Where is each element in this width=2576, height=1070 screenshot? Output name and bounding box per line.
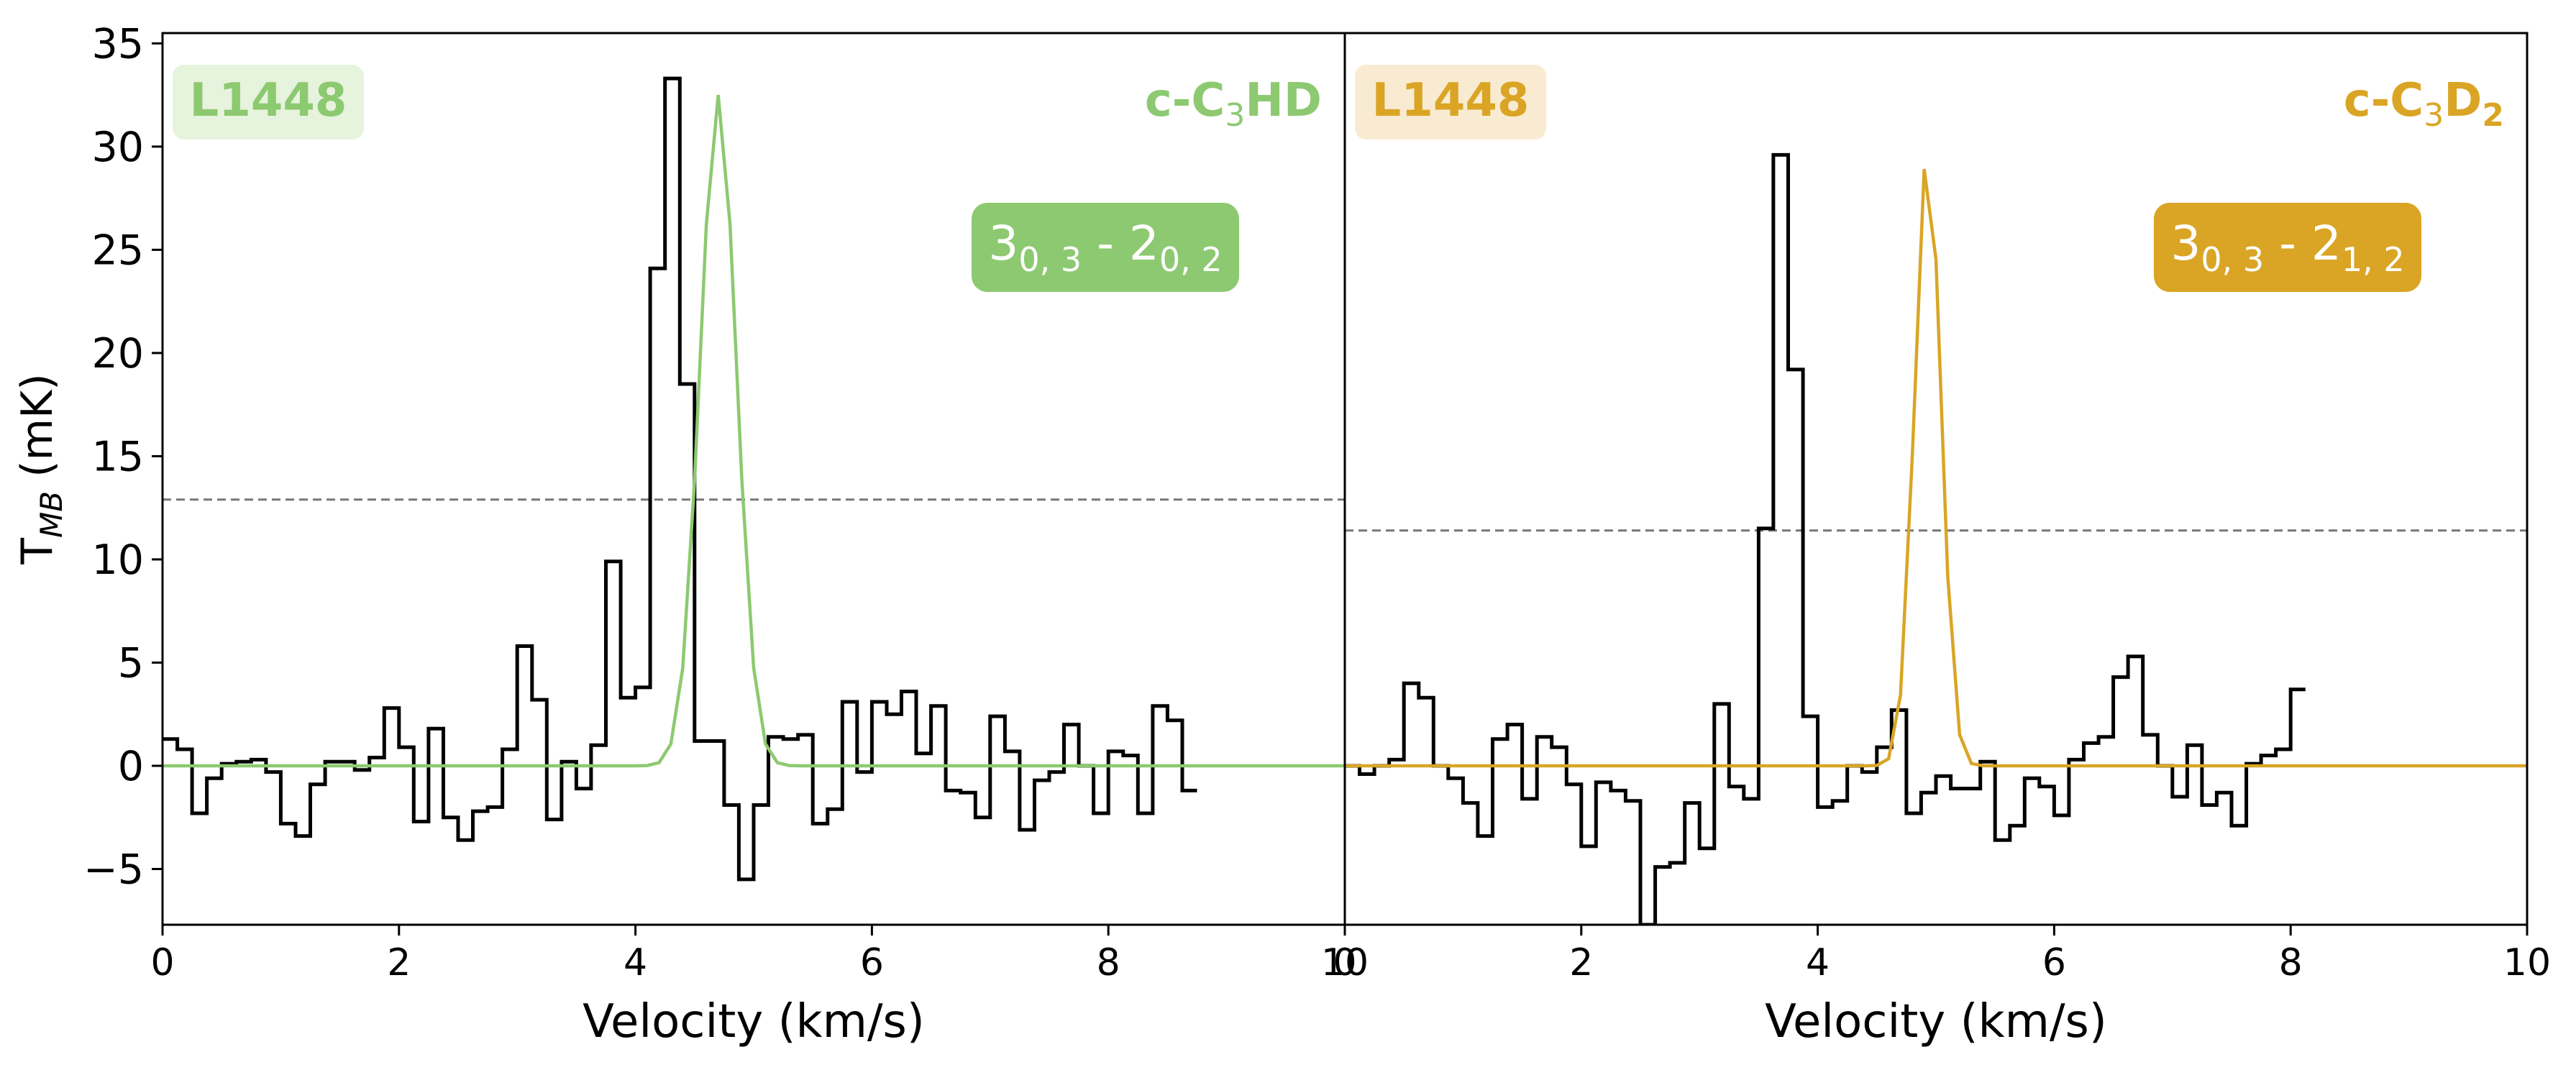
transition-label: 30, 3 - 21, 2 <box>2170 216 2404 279</box>
x-tick-label: 8 <box>1097 941 1120 984</box>
x-tick-label: 4 <box>1806 941 1830 984</box>
species-label: c-C3D2 <box>2344 74 2504 134</box>
x-tick-label: 10 <box>2503 941 2551 984</box>
transition-upper-sub: 0, 3 <box>2201 240 2264 279</box>
transition-badge <box>2154 203 2421 292</box>
x-tick-label: 2 <box>1569 941 1593 984</box>
plot-frame <box>161 32 1346 926</box>
observed-spectrum <box>1345 152 2306 925</box>
transition-upper: 3 <box>2170 216 2201 271</box>
source-label-box <box>173 65 364 140</box>
transition-label: 30, 3 - 20, 2 <box>988 216 1222 279</box>
transition-sep: - <box>2264 216 2311 271</box>
species-prefix: c-C <box>2344 74 2424 127</box>
transition-lower: 2 <box>2311 216 2342 271</box>
species-label: c-C3HD <box>1145 74 1322 134</box>
observed-spectrum <box>163 76 1197 882</box>
x-tick-label: 4 <box>624 941 647 984</box>
y-tick-label: 0 <box>118 743 144 790</box>
x-tick-label: 0 <box>1333 941 1356 984</box>
species-suffix: D <box>2444 74 2482 127</box>
species-subscript: 3 <box>1225 97 1245 134</box>
transition-lower-sub: 0, 2 <box>1159 240 1223 279</box>
species-prefix: c-C <box>1145 74 1225 127</box>
x-tick-label: 6 <box>2042 941 2066 984</box>
species-suffix: HD <box>1245 74 1322 127</box>
transition-upper-sub: 0, 3 <box>1018 240 1082 279</box>
y-tick-label: 35 <box>91 20 144 68</box>
x-axis-label: Velocity (km/s) <box>1765 995 2107 1048</box>
y-tick-label: 20 <box>91 330 144 378</box>
y-axis-label-main: T <box>12 538 63 565</box>
transition-sep: - <box>1082 216 1129 271</box>
y-tick-label: −5 <box>83 846 144 894</box>
y-axis-label-unit: (mK) <box>12 373 63 491</box>
transition-lower-sub: 1, 2 <box>2342 240 2405 279</box>
transition-badge <box>972 203 1239 292</box>
y-tick-label: 15 <box>91 433 144 480</box>
gaussian-fit-line <box>1345 168 2527 768</box>
y-tick-label: 25 <box>91 227 144 274</box>
species-subscript: 3 <box>2424 97 2444 134</box>
source-label: L1448 <box>1372 74 1530 127</box>
plot-frame <box>1343 32 2529 926</box>
transition-lower: 2 <box>1129 216 1159 271</box>
y-tick-label: 10 <box>91 536 144 584</box>
x-tick-label: 8 <box>2279 941 2303 984</box>
species-subscript-2: 2 <box>2482 97 2504 134</box>
y-tick-label: 30 <box>91 124 144 171</box>
y-axis-label: TMB (mK) <box>12 373 69 564</box>
x-tick-label: 10 <box>1321 941 1369 984</box>
y-axis-label-subscript: MB <box>34 491 69 538</box>
x-tick-label: 2 <box>387 941 411 984</box>
y-tick-label: 5 <box>118 639 144 687</box>
source-label-box <box>1355 65 1546 140</box>
x-axis-label: Velocity (km/s) <box>583 995 925 1048</box>
source-label: L1448 <box>190 74 347 127</box>
x-tick-label: 6 <box>860 941 884 984</box>
x-tick-label: 0 <box>150 941 174 984</box>
gaussian-fit-line <box>163 94 1345 768</box>
transition-upper: 3 <box>988 216 1018 271</box>
